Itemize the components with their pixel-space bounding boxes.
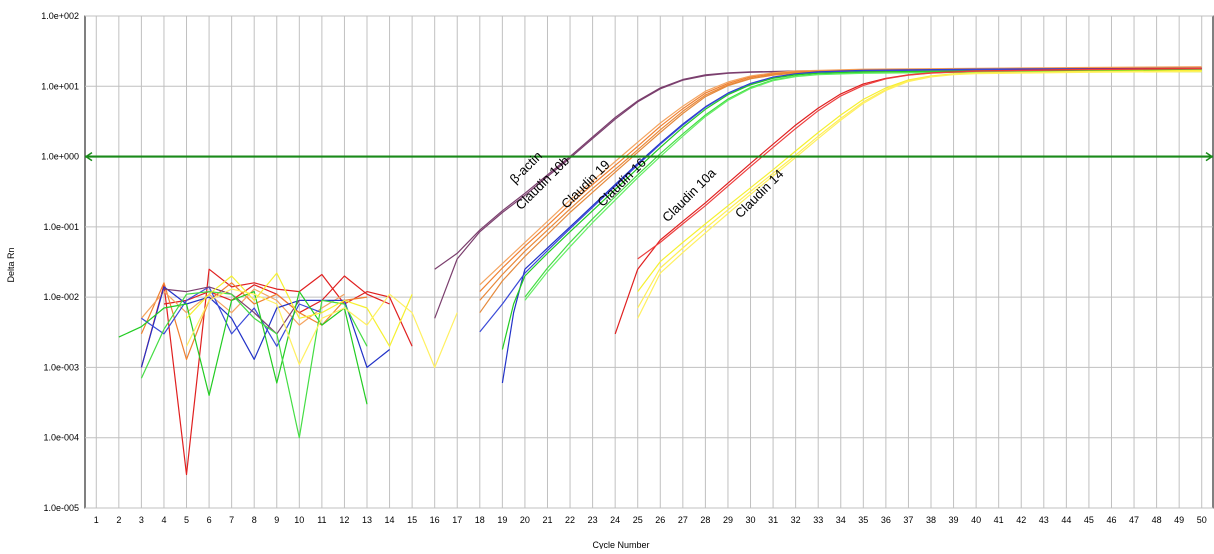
x-tick-label: 8 (252, 515, 257, 525)
x-tick-label: 29 (723, 515, 733, 525)
x-tick-label: 33 (813, 515, 823, 525)
x-axis-title: Cycle Number (592, 540, 649, 549)
series-line (140, 282, 368, 360)
x-tick-label: 6 (207, 515, 212, 525)
x-tick-label: 30 (746, 515, 756, 525)
x-tick-label: 28 (700, 515, 710, 525)
y-tick-label: 1.0e-002 (43, 292, 79, 302)
x-tick-label: 43 (1039, 515, 1049, 525)
series-layer (118, 66, 1202, 476)
x-tick-label: 41 (994, 515, 1004, 525)
x-tick-label: 23 (588, 515, 598, 525)
x-tick-label: 32 (791, 515, 801, 525)
x-tick-label: 13 (362, 515, 372, 525)
series-line (637, 68, 1202, 260)
x-tick-label: 38 (926, 515, 936, 525)
x-tick-label: 40 (971, 515, 981, 525)
x-tick-label: 35 (858, 515, 868, 525)
x-tick-label: 1 (94, 515, 99, 525)
series-line (141, 286, 323, 347)
x-tick-label: 21 (542, 515, 552, 525)
x-tick-label: 24 (610, 515, 620, 525)
x-tick-label: 27 (678, 515, 688, 525)
x-tick-label: 47 (1129, 515, 1139, 525)
y-tick-label: 1.0e+002 (41, 11, 79, 21)
y-tick-label: 1.0e-005 (43, 503, 79, 513)
series-line (140, 268, 413, 476)
x-tick-label: 36 (881, 515, 891, 525)
x-tick-label: 20 (520, 515, 530, 525)
series-line (524, 71, 1202, 301)
threshold-layer (85, 151, 1213, 162)
x-tick-label: 26 (655, 515, 665, 525)
x-tick-label: 19 (497, 515, 507, 525)
x-tick-label: 50 (1197, 515, 1207, 525)
series-line (185, 288, 458, 368)
x-tick-label: 42 (1016, 515, 1026, 525)
y-tick-label: 1.0e-004 (43, 433, 79, 443)
x-tick-label: 22 (565, 515, 575, 525)
series-line (140, 288, 345, 326)
y-tick-label: 1.0e-001 (43, 222, 79, 232)
x-tick-label: 25 (633, 515, 643, 525)
x-tick-label: 46 (1106, 515, 1116, 525)
series-line (140, 286, 390, 368)
x-tick-label: 5 (184, 515, 189, 525)
x-tick-label: 44 (1061, 515, 1071, 525)
x-tick-labels: 1 2 3 4 5 6 7 8 9 10 11 12 13 14 15 16 17 18 19 20 21 22 23 24 2… (94, 515, 1207, 525)
x-tick-label: 11 (317, 515, 326, 525)
x-tick-label: 7 (229, 515, 234, 525)
y-tick-label: 1.0e-003 (43, 362, 79, 372)
x-tick-label: 4 (161, 515, 166, 525)
series-line (637, 71, 1202, 319)
x-tick-label: 17 (452, 515, 462, 525)
threshold-handle-left (85, 151, 93, 162)
series-line (479, 66, 1202, 286)
x-tick-label: 18 (475, 515, 485, 525)
x-tick-label: 2 (116, 515, 121, 525)
series-line (501, 69, 1202, 350)
series-line (140, 291, 368, 439)
plot-area (84, 15, 1214, 509)
series-line (479, 68, 1202, 333)
x-tick-label: 48 (1152, 515, 1162, 525)
series-line (186, 272, 413, 347)
x-tick-label: 12 (339, 515, 349, 525)
y-tick-label: 1.0e+001 (41, 81, 79, 91)
x-tick-label: 3 (139, 515, 144, 525)
threshold-handle-right (1205, 151, 1213, 162)
x-tick-label: 16 (430, 515, 440, 525)
y-tick-label: 1.0e+000 (41, 152, 79, 162)
x-tick-label: 37 (903, 515, 913, 525)
series-line (118, 291, 368, 405)
y-axis-title: Delta Rn (6, 247, 16, 282)
x-tick-label: 9 (274, 515, 279, 525)
x-tick-label: 39 (949, 515, 959, 525)
x-tick-label: 10 (294, 515, 304, 525)
y-tick-labels: 1.0e+002 1.0e+001 1.0e+000 1.0e-001 1.0e-002… (41, 11, 79, 513)
x-tick-label: 49 (1174, 515, 1184, 525)
x-tick-label: 31 (768, 515, 778, 525)
x-tick-label: 45 (1084, 515, 1094, 525)
x-tick-label: 34 (836, 515, 846, 525)
x-tick-label: 15 (407, 515, 417, 525)
x-tick-label: 14 (385, 515, 395, 525)
